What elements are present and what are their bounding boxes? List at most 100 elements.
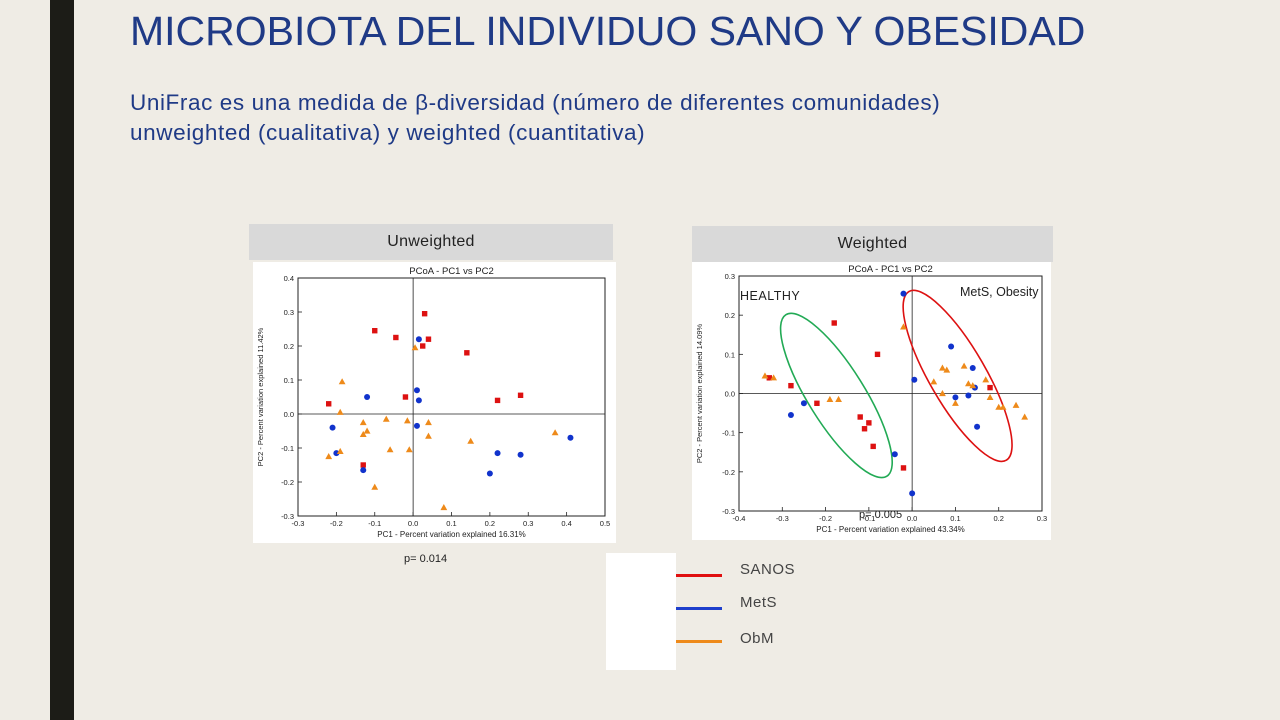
point-mets	[800, 400, 807, 407]
point-obm	[551, 429, 559, 436]
point-obm	[900, 323, 907, 330]
y-tick-label: 0.0	[284, 410, 294, 419]
y-tick-label: 0.2	[725, 311, 735, 320]
x-tick-label: -0.2	[819, 514, 832, 523]
point-sanos	[420, 343, 426, 349]
point-sanos	[421, 311, 428, 317]
point-mets	[787, 412, 794, 419]
point-obm	[943, 366, 951, 373]
point-sanos	[870, 443, 876, 450]
x-axis-label: PC1 - Percent variation explained 43.34%	[816, 525, 965, 534]
weighted-pcoa-plot: -0.4 -0.3 -0.2 -0.1 0.0 0.1 0.2 0.3 -0.3 -0.2 -0.1…	[692, 262, 1051, 540]
point-sanos	[494, 397, 501, 404]
chart-title: PCoA - PC1 vs PC2	[848, 264, 932, 275]
y-axis-label: PC2 - Percent variation explained 11.42%	[256, 327, 265, 466]
point-obm	[403, 417, 411, 424]
scatter-svg-1: -0.4 -0.3 -0.2 -0.1 0.0 0.1 0.2 0.3-0.3-0.2-0.1…	[695, 264, 1047, 534]
point-obm	[770, 374, 778, 381]
y-tick-label: 0.4	[284, 274, 294, 283]
weighted-pvalue: p= 0.005	[859, 509, 902, 521]
point-mets	[965, 392, 972, 399]
y-tick-label: 0.3	[725, 272, 735, 281]
point-obm	[986, 393, 994, 401]
y-tick-label: -0.1	[722, 429, 735, 438]
x-tick-label: -0.3	[292, 519, 305, 528]
annotation-mets-obesity: MetS, Obesity	[960, 285, 1039, 299]
point-mets	[900, 290, 907, 297]
x-tick-label: 0.4	[561, 519, 571, 528]
y-tick-label: 0.2	[284, 342, 294, 351]
point-mets	[413, 422, 420, 429]
plot-frame	[297, 277, 606, 517]
y-tick-label: 0.3	[284, 308, 294, 317]
x-tick-label: 0.1	[446, 519, 456, 528]
point-obm	[826, 395, 834, 402]
point-sanos	[866, 420, 872, 426]
point-obm	[952, 399, 959, 406]
point-sanos	[788, 382, 794, 389]
point-obm	[382, 415, 390, 422]
point-mets	[969, 365, 976, 372]
point-sanos	[814, 400, 820, 406]
y-tick-label: -0.1	[281, 444, 294, 453]
point-sanos	[360, 462, 366, 468]
point-obm	[930, 378, 938, 385]
cluster-ellipse-mets-obesity	[902, 289, 1013, 463]
point-sanos	[402, 394, 409, 400]
x-tick-label: 0.2	[485, 519, 495, 528]
point-mets	[360, 467, 367, 474]
point-obm	[405, 446, 413, 453]
point-mets	[567, 434, 574, 441]
point-obm	[411, 344, 419, 351]
point-obm	[363, 427, 371, 434]
point-sanos	[874, 351, 881, 358]
point-mets	[891, 451, 898, 458]
x-tick-label: -0.1	[862, 514, 875, 523]
y-tick-label: 0.1	[725, 350, 735, 359]
point-obm	[995, 403, 1003, 410]
point-sanos	[393, 334, 399, 341]
point-sanos	[326, 401, 332, 407]
point-obm	[982, 376, 990, 383]
point-sanos	[464, 350, 470, 356]
legend-line-mets	[676, 607, 722, 610]
left-accent-bar	[50, 0, 74, 720]
point-mets	[494, 450, 501, 457]
point-obm	[965, 380, 972, 387]
legend-label-sanos: SANOS	[740, 561, 796, 578]
point-obm	[999, 403, 1007, 410]
legend-label-obm: ObM	[740, 630, 775, 647]
x-tick-label: -0.2	[330, 519, 343, 528]
point-obm	[939, 390, 946, 397]
x-tick-label: 0.0	[408, 519, 418, 528]
legend-box	[606, 553, 676, 670]
y-axis-label: PC2 - Percent variation explained 14.09%	[695, 324, 704, 464]
point-obm	[467, 437, 475, 444]
point-mets	[909, 490, 916, 497]
point-sanos	[425, 336, 432, 342]
point-obm	[425, 419, 432, 426]
unweighted-panel-header: Unweighted	[249, 224, 613, 260]
point-mets	[911, 376, 918, 383]
point-sanos	[831, 320, 837, 326]
x-tick-label: 0.3	[523, 519, 533, 528]
point-sanos	[372, 328, 378, 334]
legend-line-sanos	[676, 574, 722, 577]
point-obm	[338, 378, 346, 385]
point-mets	[415, 336, 422, 343]
subtitle-line-2: unweighted (cualitativa) y weighted (cua…	[130, 120, 646, 145]
point-mets	[952, 394, 959, 401]
point-obm	[386, 446, 394, 453]
point-obm	[359, 430, 367, 437]
point-mets	[413, 387, 420, 394]
unweighted-pcoa-plot: -0.3 -0.2 -0.1 0.0 0.1 0.2 0.3 0.4 0.5 -0.3 -0.2 -0…	[253, 262, 616, 543]
point-obm	[440, 504, 448, 511]
point-sanos	[987, 384, 993, 391]
y-tick-label: 0.1	[284, 376, 294, 385]
point-obm	[835, 395, 842, 402]
y-tick-label: -0.2	[722, 468, 735, 477]
point-mets	[329, 424, 336, 431]
y-tick-label: -0.2	[281, 478, 294, 487]
legend-line-obm	[676, 640, 722, 643]
y-tick-label: -0.3	[722, 507, 735, 516]
